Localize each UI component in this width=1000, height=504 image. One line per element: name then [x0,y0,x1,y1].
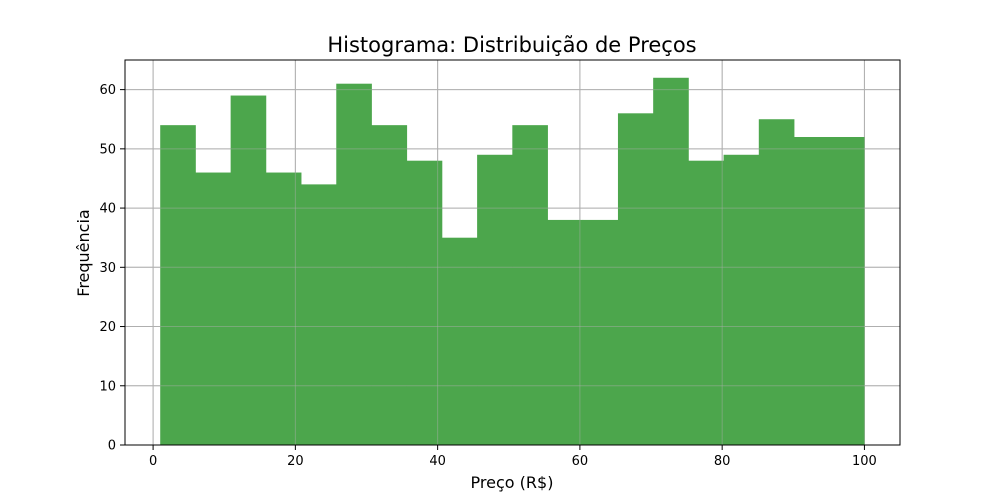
histogram-bar [160,125,196,446]
chart-title: Histograma: Distribuição de Preços [327,33,696,57]
x-axis-ticks: 0 20 40 60 80 100 [149,445,877,469]
histogram-bar [301,184,337,445]
y-tick-label: 10 [99,379,116,394]
histogram-bar [441,237,478,445]
histogram-bar [477,154,513,445]
histogram-bar [230,95,267,446]
x-axis-label: Preço (R$) [471,473,554,492]
histogram-bar [794,137,830,445]
histogram-bar [758,119,795,445]
histogram-bars [160,77,865,446]
y-axis-ticks: 0 10 20 30 40 50 60 [99,83,125,454]
x-tick-label: 80 [714,454,731,469]
x-tick-label: 40 [429,454,446,469]
grid-lines-front [125,60,900,446]
y-tick-label: 20 [99,320,116,335]
y-tick-label: 40 [99,202,116,217]
y-axis-label: Frequência [74,209,93,296]
y-tick-label: 0 [108,439,116,454]
y-tick-label: 30 [99,261,116,276]
histogram-bar [653,77,689,446]
histogram-bar [371,125,408,446]
histogram-bar [406,160,443,445]
x-tick-label: 0 [149,454,157,469]
histogram-bar [582,219,619,445]
plot-frame [124,59,901,446]
histogram-bar [829,137,865,445]
histogram-bar [336,83,372,445]
x-tick-label: 60 [572,454,589,469]
histogram-bar [723,154,760,445]
histogram-bar [617,113,654,446]
histogram-bar [195,172,232,446]
histogram-bar [265,172,302,446]
histogram-bar [688,160,724,445]
histogram-bar [512,125,548,446]
x-tick-label: 20 [287,454,304,469]
x-tick-label: 100 [852,454,877,469]
y-tick-label: 60 [99,83,116,98]
histogram-bar [547,219,584,445]
y-tick-label: 50 [99,142,116,157]
